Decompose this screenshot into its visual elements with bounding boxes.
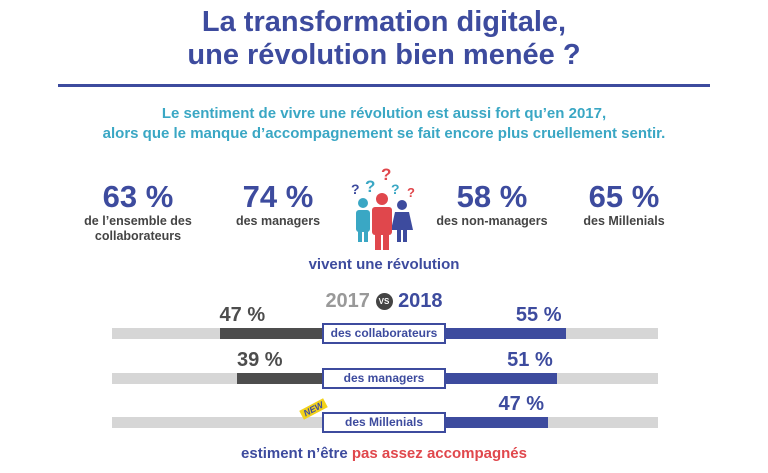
category-label: des managers (322, 368, 446, 389)
svg-text:?: ? (391, 181, 400, 197)
bar-2018 (446, 373, 558, 384)
stats-caption: vivent une révolution (308, 256, 460, 273)
page-title: La transformation digitale, une révolutio… (0, 6, 768, 72)
stat-non-managers: 58 % des non-managers (417, 180, 567, 229)
bar-2018 (446, 328, 566, 339)
footer-part1: estiment n’être (241, 445, 352, 462)
year-2018: 2018 (398, 290, 443, 312)
title-line-2: une révolution bien menée ? (187, 39, 581, 71)
stat-label: collaborateurs (94, 229, 182, 243)
stat-label: des managers (235, 214, 321, 228)
footer-part2: pas assez accompagnés (351, 445, 527, 462)
stat-value: 63 % (102, 179, 174, 214)
value-label-2018: 55 % (515, 304, 562, 326)
value-label-2017: 47 % (219, 304, 266, 326)
people-questions-icon: ? ? ? ? ? (351, 166, 415, 250)
divider (58, 84, 710, 87)
category-label: des Millenials (322, 412, 446, 433)
value-label-2018: 51 % (507, 349, 553, 371)
svg-text:?: ? (365, 177, 375, 196)
stat-label: de l’ensemble des (84, 214, 192, 228)
year-2017: 2017 (325, 290, 370, 312)
category-label: des collaborateurs (322, 323, 446, 344)
stat-millenials: 65 % des Millenials (549, 180, 699, 229)
stat-value: 65 % (588, 179, 660, 214)
stat-label: des non-managers (436, 214, 548, 228)
title-line-1: La transformation digitale, (201, 6, 567, 38)
svg-text:?: ? (381, 166, 391, 184)
bar-2018 (446, 417, 549, 428)
subtitle-line-2: alors que le manque d’accompagnement se … (102, 125, 666, 142)
footer-caption: estiment n’être pas assez accompagnés (0, 445, 768, 462)
value-label-2018: 47 % (498, 393, 545, 415)
svg-text:?: ? (407, 185, 415, 200)
vs-badge: VS (375, 293, 393, 310)
bar-2017 (219, 328, 322, 339)
subtitle-line-1: Le sentiment de vivre une révolution est… (161, 105, 607, 122)
stat-label: des Millenials (583, 214, 665, 228)
stat-value: 74 % (242, 179, 314, 214)
svg-text:?: ? (351, 181, 360, 197)
subtitle: Le sentiment de vivre une révolution est… (0, 104, 768, 144)
years-heading: 2017 VS 2018 (322, 290, 446, 313)
stat-value: 58 % (456, 179, 528, 214)
stat-collaborateurs: 63 % de l’ensemble des collaborateurs (63, 180, 213, 244)
stat-managers: 74 % des managers (203, 180, 353, 229)
value-label-2017: 39 % (236, 349, 283, 371)
bar-2017 (236, 373, 322, 384)
